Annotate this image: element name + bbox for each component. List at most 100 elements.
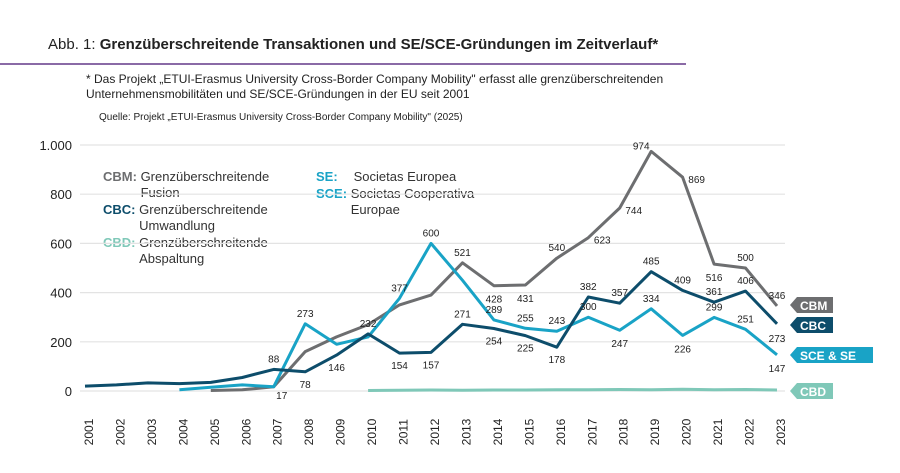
x-tick-label: 2019 [648,418,662,445]
data-label: 600 [423,228,440,239]
legend-abbr: SE: [316,169,338,184]
x-tick-label: 2023 [774,418,788,445]
end-tag-cbd [790,383,833,399]
legend-sce: SCE: Societas Cooperativa Europae [316,186,481,218]
legend-abbr: CBM: [103,169,137,184]
legend-text: Societas Europea [353,169,457,184]
x-tick-label: 2002 [113,418,127,445]
data-label: 623 [594,236,611,247]
data-label: 377 [391,283,408,294]
data-label: 540 [548,243,565,254]
figure-number: Abb. 1: [48,36,96,53]
y-tick-label: 800 [50,187,72,202]
data-label: 147 [769,364,786,375]
data-label: 346 [769,291,786,302]
data-label: 521 [454,248,471,259]
legend-abbr: CBD: [103,235,136,250]
data-label: 357 [611,288,628,299]
x-tick-label: 2009 [334,418,348,445]
x-tick-label: 2010 [365,418,379,445]
legend-text: Grenzüberschreitende Fusion [140,169,270,200]
source-note: Quelle: Projekt „ETUI-Erasmus University… [99,112,463,123]
data-label: 406 [737,276,754,287]
data-label: 154 [391,361,408,372]
y-tick-label: 1.000 [39,138,72,153]
footnote: * Das Projekt „ETUI-Erasmus University C… [86,72,664,101]
data-label: 273 [297,309,314,320]
data-label: 289 [486,305,503,316]
data-label: 255 [517,313,534,324]
x-tick-label: 2016 [554,418,568,445]
data-label: 361 [706,287,723,298]
y-tick-label: 600 [50,236,72,251]
data-label: 428 [486,295,503,306]
x-tick-label: 2003 [145,418,159,445]
data-label: 485 [643,257,660,268]
x-tick-label: 2007 [271,418,285,445]
end-tag-cbc [790,317,833,333]
x-tick-label: 2014 [491,418,505,445]
data-label: 232 [360,319,377,330]
data-label: 382 [580,282,597,293]
series-line-cbc [84,270,779,388]
legend-cbd: CBD: Grenzüberschreitende Abspaltung [103,235,268,267]
data-label: 516 [706,273,723,284]
data-label: 225 [517,344,534,355]
data-label: 243 [548,316,565,327]
x-tick-label: 2004 [176,418,190,445]
data-label: 271 [454,309,471,320]
data-label: 869 [688,175,705,186]
data-label: 17 [276,391,288,402]
legend-cbc: CBC: Grenzüberschreitende Umwandlung [103,202,268,234]
legend-text: Societas Cooperativa Europae [350,186,475,217]
y-tick-label: 200 [50,335,72,350]
data-label: 500 [737,253,754,264]
end-tag-sce-se [790,347,873,363]
end-tag-label: CBC [800,319,826,333]
x-tick-label: 2020 [680,418,694,445]
x-tick-label: 2015 [522,418,536,445]
data-label: 300 [580,302,597,313]
x-tick-label: 2006 [239,418,253,445]
data-label: 226 [674,344,691,355]
data-label: 273 [769,334,786,345]
data-label: 744 [625,206,642,217]
legend-text: Grenzüberschreitende Umwandlung [139,202,268,233]
x-tick-label: 2022 [743,418,757,445]
data-label: 247 [611,339,628,350]
data-label: 254 [486,337,503,348]
x-tick-label: 2008 [302,418,316,445]
end-tag-label: SCE & SE [800,349,856,363]
end-tag-label: CBD [800,385,826,399]
title-divider [0,63,686,65]
data-label: 409 [674,275,691,286]
data-label: 431 [517,294,534,305]
legend-cbm: CBM: Grenzüberschreitende Fusion [103,169,270,201]
data-label: 157 [423,360,440,371]
end-tag-cbm [790,297,833,313]
data-label: 334 [643,294,660,305]
data-label: 78 [300,380,312,391]
chart-title: Abb. 1: Grenzüberschreitende Transaktion… [48,36,658,53]
legend-abbr: SCE: [316,186,348,201]
x-tick-label: 2018 [617,418,631,445]
x-tick-label: 2021 [711,418,725,445]
series-line-sce-se [179,241,778,392]
end-tag-label: CBM [800,299,827,313]
series-line-cbm [210,149,779,392]
x-tick-label: 2013 [459,418,473,445]
title-text: Grenzüberschreitende Transaktionen und S… [99,36,659,53]
y-tick-label: 400 [50,286,72,301]
x-tick-label: 2005 [208,418,222,445]
x-tick-label: 2017 [585,418,599,445]
data-label: 146 [328,363,345,374]
x-tick-label: 2011 [397,419,411,445]
series-line-cbd [368,387,778,392]
data-label: 88 [268,354,280,365]
legend-se: SE: Societas Europea [316,169,456,185]
data-label: 251 [737,314,754,325]
x-tick-label: 2012 [428,418,442,445]
data-label: 299 [706,302,723,313]
x-tick-label: 2001 [82,418,96,445]
